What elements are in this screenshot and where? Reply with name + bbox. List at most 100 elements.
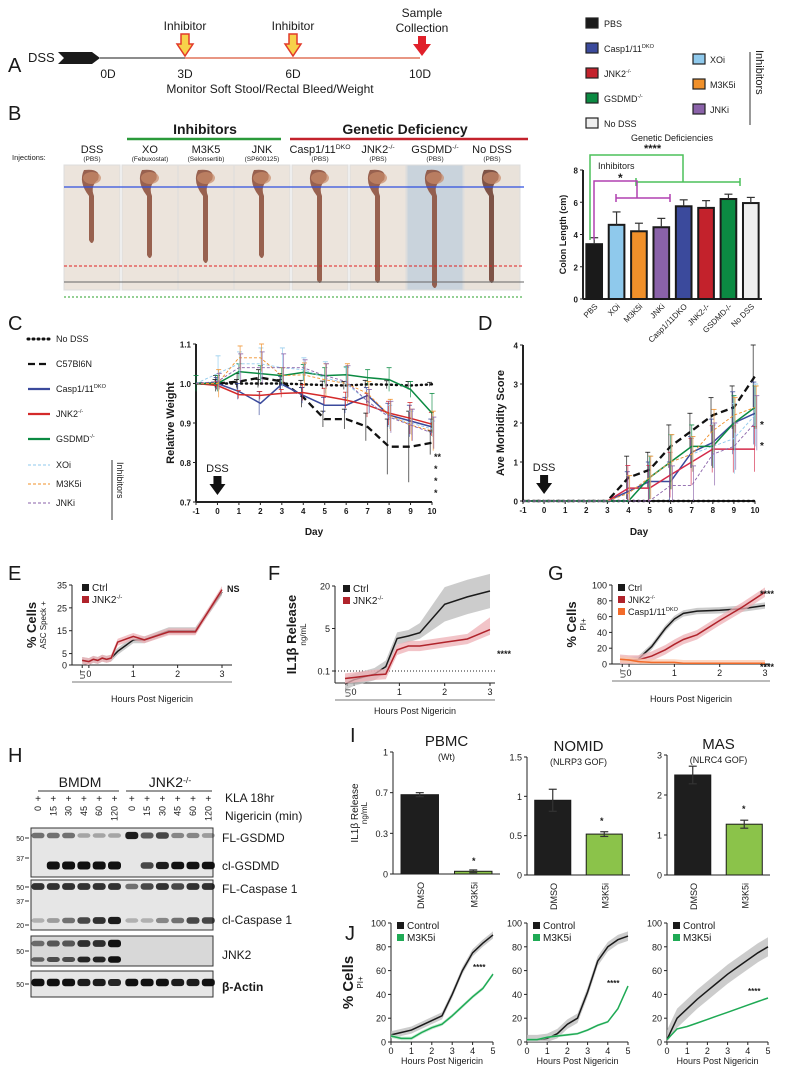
x-tick-label: 0 [524,1046,529,1056]
y-tick-label: 40 [512,990,522,1000]
y-axis-label: % Cells [564,601,579,647]
series-line [666,997,769,1041]
protein-band [140,883,154,890]
bar [607,223,626,300]
bar [719,198,738,300]
legend-label-text: JNK2 [628,595,650,605]
y-tick-label: 5 [325,624,330,634]
bar [674,774,712,876]
x-tick-label: 0 [86,669,91,679]
x-tick-label: 10 [428,507,437,516]
protein-band [92,883,106,890]
significance-annotation: **** [760,662,775,672]
protein-band [77,883,91,890]
x-tick-label: 2 [705,1046,710,1056]
column-label-superscript: DKO [336,144,351,151]
legend-swatch [673,922,680,929]
protein-band [140,862,154,869]
series-line [523,406,756,502]
protein-band [125,831,139,840]
bar [725,823,763,876]
colon-tissue [81,169,99,243]
x-tick-label: 5 [647,506,652,515]
monitor-label: Monitor Soft Stool/Rectal Bleed/Weight [166,82,374,96]
bar [400,794,439,875]
x-tick-label: 0 [627,668,632,678]
dss-marker-label: DSS [533,462,556,474]
legend-label-text: M3K5i [407,933,435,944]
column-label-text: DSS [81,144,104,156]
y-tick-label: 100 [371,919,386,929]
legend-label-text: PBS [604,19,622,29]
legend-label: Casp1/11DKO [604,44,655,54]
band-label: FL-GSDMD [222,831,285,845]
x-tick-label: 3 [605,506,610,515]
protein-band [171,917,185,924]
x-tick-label: 7 [365,507,370,516]
time-label: 30 [157,806,167,816]
protein-band [31,883,45,890]
protein-band [77,917,91,924]
protein-band [201,883,215,890]
column-label: No DSS [472,144,512,156]
legend-label-text: Ctrl [92,583,108,594]
protein-band [46,883,60,890]
column-label: JNK2-/- [361,144,394,156]
column-label-text: Casp1/11 [289,144,335,156]
day-label: 10D [409,67,431,81]
y-tick-label: 0.9 [180,420,192,429]
legend-swatch [618,584,625,591]
y-axis-label: IL1β Release [350,783,361,843]
legend-label-text: No DSS [604,119,637,129]
significance-annotation: * [472,856,476,866]
legend-label: XOi [56,460,71,470]
x-tick-label: 6 [344,507,349,516]
legend-swatch [585,92,599,104]
y-axis-sublabel: PI+ [579,618,588,631]
legend-group-title: Inhibitors [115,462,125,499]
y-tick-label: 0.1 [317,667,330,677]
legend-label: M3K5i [407,933,435,944]
confidence-band [391,931,493,1039]
column-label: GSDMD-/- [411,144,458,156]
protein-band [46,940,60,947]
y-tick-label: 0 [574,296,579,305]
y-tick-label: 5 [62,649,67,659]
blot-panel: 50 37 20 FL-Caspase 1 cl-Caspase 1 [16,879,298,931]
x-tick-label: 1 [131,669,136,679]
y-tick-label: 6 [574,199,579,208]
panel-letter: F [268,563,280,585]
series-line [196,382,433,428]
x-category-label: DMSO [549,883,559,910]
x-tick-label: -1 [519,506,527,515]
legend-label: No DSS [604,119,637,129]
ann-i2: * [600,816,604,826]
y-axis-sublabel: ng/mL [360,801,369,824]
y-tick-label: 8 [574,167,579,176]
y-tick-label: 1 [514,459,519,468]
time-label: 30 [64,806,74,816]
y-tick-label: 4 [574,231,579,240]
treatment-plus: + [175,794,181,805]
significance-annotation: * [760,441,764,452]
dss-arrow-icon [536,475,553,494]
y-tick-label: 40 [652,990,662,1000]
legend-label: GSDMD-/- [604,94,643,104]
treatment-plus: + [129,794,135,805]
treatment-plus: + [112,794,118,805]
significance-label: Genetic Deficiencies [631,133,714,143]
colon-tissue [195,169,213,263]
legend-swatch [585,67,599,79]
blot-panel: 50 37 FL-GSDMD cl-GSDMD [16,827,285,878]
legend-label-text: C57Bl6N [56,359,92,369]
group-label-inhibitors: Inhibitors [173,121,237,137]
inhibitor-label: Inhibitor [272,19,315,33]
legend-label-text: Ctrl [628,583,642,593]
y-tick-label: 60 [376,966,386,976]
x-axis-label: Hours Post Nigericin [676,1056,758,1066]
y-tick-label: 4 [514,342,519,351]
legend-label: Control [407,921,439,932]
dss-marker-label: DSS [206,463,229,475]
protein-band [140,918,154,923]
